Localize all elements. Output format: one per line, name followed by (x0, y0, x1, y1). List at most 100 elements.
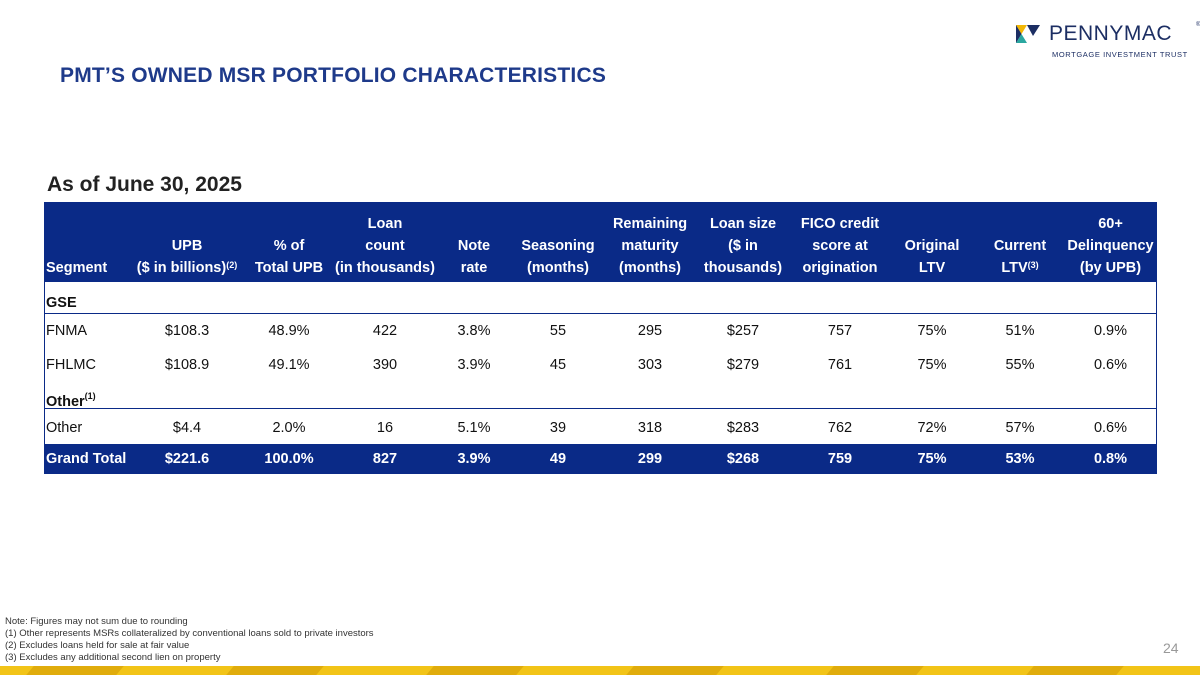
cell-loan-size: $279 (726, 357, 760, 373)
header-line: FICO credit (800, 216, 880, 232)
footnotes: Note: Figures may not sum due to roundin… (5, 616, 374, 664)
header-line: origination (802, 260, 878, 276)
header-line: Total UPB (254, 260, 324, 276)
header-line (888, 213, 976, 235)
header-line: Segment (46, 260, 108, 276)
header-footnote-ref: (2) (226, 260, 238, 270)
group-row-other: Other(1) (44, 381, 1157, 412)
header-line: LTV(3) (1001, 260, 1039, 276)
header-line: % of (273, 238, 305, 254)
table-header-row: Segment UPB ($ in billions)(2) % of Total UP… (44, 202, 1157, 282)
cell-remaining-maturity: 299 (637, 451, 663, 467)
cell-loan-size: $257 (726, 323, 760, 339)
header-line: 60+ (1098, 216, 1123, 232)
cell-segment: Other (46, 420, 83, 436)
header-line: (in thousands) (335, 260, 435, 276)
footnote-rounding: Note: Figures may not sum due to roundin… (5, 616, 188, 627)
cell-fico-score: 762 (827, 420, 853, 436)
footnote-2: (2) Excludes loans held for sale at fair… (5, 640, 190, 651)
cell-upb: $108.3 (164, 323, 210, 339)
cell-fico-score: 761 (827, 357, 853, 373)
header-note-rate: Note rate (438, 202, 510, 282)
cell-original-ltv: 72% (917, 420, 947, 436)
cell-remaining-maturity: 318 (637, 420, 663, 436)
header-line: Original (904, 238, 960, 254)
cell-current-ltv: 51% (1005, 323, 1035, 339)
page-number: 24 (1163, 640, 1179, 656)
header-current-ltv: Current LTV(3) (976, 202, 1064, 282)
group-label-gse: GSE (46, 295, 77, 311)
cell-delinquency: 0.9% (1093, 323, 1128, 339)
cell-note-rate: 3.9% (457, 451, 491, 467)
cell-pct-total-upb: 49.1% (268, 357, 310, 373)
cell-loan-count: 16 (376, 420, 394, 436)
header-line: LTV (918, 260, 946, 276)
cell-note-rate: 3.9% (457, 357, 491, 373)
bottom-accent-bar (0, 666, 1200, 675)
cell-segment: FNMA (46, 323, 88, 339)
header-line (246, 213, 332, 235)
header-line: count (365, 238, 405, 254)
logo-registered-mark: ® (1196, 22, 1200, 28)
cell-loan-size: $283 (726, 420, 760, 436)
accent-stripe (1026, 666, 1124, 675)
cell-upb: $108.9 (164, 357, 210, 373)
header-line: (months) (526, 260, 589, 276)
header-loan-count: Loan count (in thousands) (332, 202, 438, 282)
logo-wordmark: PENNYMAC (1049, 22, 1173, 45)
pennymac-logo: PENNYMAC ® MORTGAGE INVESTMENT TRUST (1016, 22, 1200, 62)
cell-seasoning: 55 (549, 323, 567, 339)
cell-pct-total-upb: 100.0% (264, 451, 314, 467)
table-row-grand-total: Grand Total $221.6 100.0% 827 3.9% 49 299 $268 7… (44, 444, 1157, 474)
header-footnote-ref: (3) (1027, 260, 1039, 270)
footnote-3: (3) Excludes any additional second lien … (5, 652, 221, 663)
cell-current-ltv: 57% (1005, 420, 1035, 436)
header-line: maturity (621, 238, 679, 254)
cell-pct-total-upb: 48.9% (268, 323, 310, 339)
header-line: thousands) (703, 260, 783, 276)
cell-loan-count: 422 (372, 323, 398, 339)
accent-stripe (226, 666, 324, 675)
cell-loan-size: $268 (726, 451, 760, 467)
header-line (46, 213, 128, 235)
cell-pct-total-upb: 2.0% (272, 420, 306, 436)
header-line: Delinquency (1067, 238, 1154, 254)
cell-original-ltv: 75% (917, 323, 947, 339)
cell-fico-score: 757 (827, 323, 853, 339)
header-delinquency: 60+ Delinquency (by UPB) (1064, 202, 1157, 282)
cell-upb: $4.4 (172, 420, 202, 436)
header-line: Current (993, 238, 1047, 254)
header-line (438, 213, 510, 235)
cell-seasoning: 45 (549, 357, 567, 373)
cell-note-rate: 5.1% (457, 420, 491, 436)
gse-divider (44, 313, 1157, 314)
header-fico-score: FICO credit score at origination (792, 202, 888, 282)
cell-upb: $221.6 (164, 451, 210, 467)
cell-current-ltv: 55% (1005, 357, 1035, 373)
cell-seasoning: 39 (549, 420, 567, 436)
header-line (510, 213, 606, 235)
cell-fico-score: 759 (827, 451, 853, 467)
group-row-gse: GSE (44, 282, 1157, 313)
cell-original-ltv: 75% (917, 357, 947, 373)
cell-remaining-maturity: 303 (637, 357, 663, 373)
header-line: Loan size (709, 216, 777, 232)
table-row-fhlmc: FHLMC $108.9 49.1% 390 3.9% 45 303 $279 761 75% 55… (44, 349, 1157, 381)
header-segment: Segment (44, 202, 128, 282)
header-remaining-maturity: Remaining maturity (months) (606, 202, 694, 282)
cell-segment: FHLMC (46, 357, 96, 373)
cell-note-rate: 3.8% (457, 323, 491, 339)
header-line: Remaining (612, 216, 688, 232)
header-line: Note (457, 238, 491, 254)
header-pct-total-upb: % of Total UPB (246, 202, 332, 282)
msr-portfolio-table: Segment UPB ($ in billions)(2) % of Total UP… (44, 202, 1157, 474)
other-divider (44, 408, 1157, 409)
accent-stripe (626, 666, 724, 675)
table-row-other: Other $4.4 2.0% 16 5.1% 39 318 $283 762 72% 57% 0.6… (44, 412, 1157, 444)
header-line (46, 235, 128, 257)
header-line (128, 213, 246, 235)
cell-delinquency: 0.6% (1093, 357, 1128, 373)
cell-remaining-maturity: 295 (637, 323, 663, 339)
header-line: UPB (171, 238, 203, 254)
